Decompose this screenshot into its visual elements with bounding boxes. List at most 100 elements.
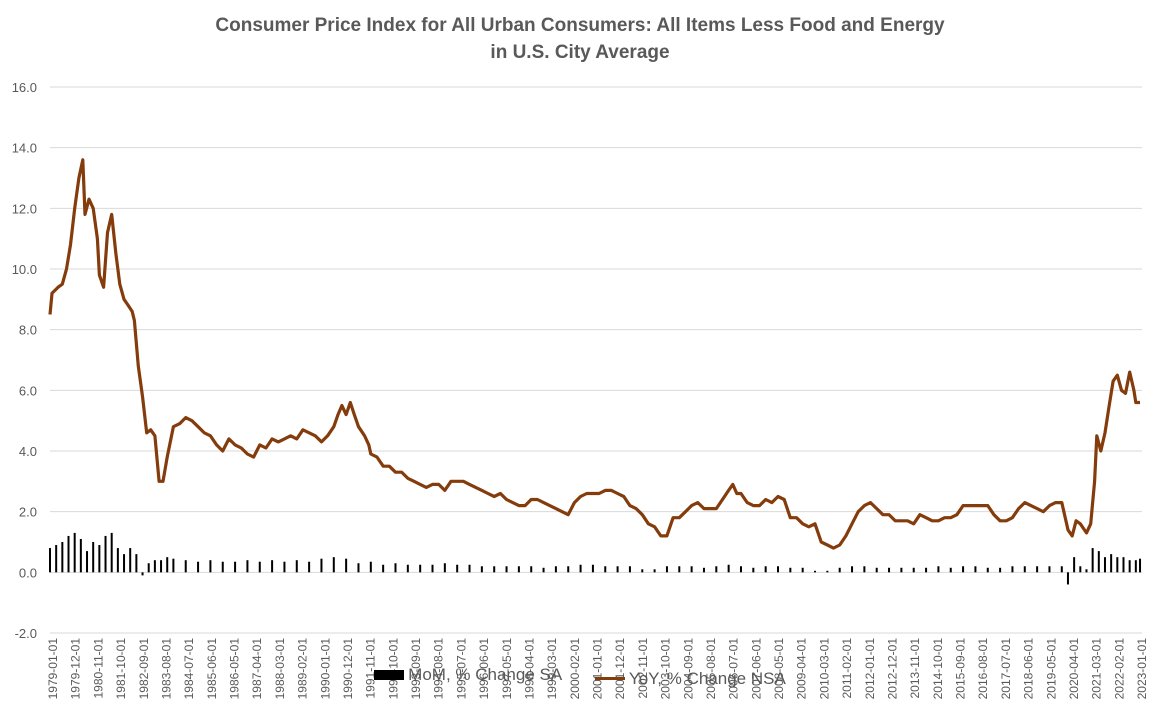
mom-bar: [166, 557, 169, 573]
mom-bar: [530, 566, 533, 573]
mom-bar: [419, 564, 422, 573]
mom-bar: [147, 563, 150, 573]
mom-bar: [308, 561, 311, 573]
mom-bar: [777, 566, 779, 573]
x-tick-label: 1997-05-01: [500, 638, 514, 700]
mom-bar: [554, 566, 557, 573]
mom-bar: [394, 563, 397, 573]
mom-bar: [160, 560, 163, 573]
mom-bar: [1085, 569, 1088, 573]
mom-bar: [271, 560, 274, 573]
mom-bar: [1139, 558, 1142, 573]
mom-bar: [702, 567, 705, 573]
mom-bar: [1066, 572, 1069, 585]
x-tick-label: 2020-04-01: [1067, 638, 1081, 700]
x-tick-label: 1989-02-01: [296, 638, 310, 700]
mom-bar: [431, 564, 434, 573]
mom-bar: [246, 560, 249, 573]
mom-bar: [382, 564, 385, 573]
mom-bar: [628, 566, 631, 573]
x-tick-label: 1979-12-01: [69, 638, 83, 700]
mom-bar: [153, 560, 156, 573]
mom-bar: [653, 569, 656, 573]
x-tick-label: 2022-02-01: [1112, 638, 1126, 700]
mom-bar: [1122, 557, 1125, 573]
legend-label-mom: MoM, % Change SA: [408, 665, 563, 684]
mom-bar: [604, 566, 607, 573]
mom-bar: [1060, 566, 1063, 573]
x-tick-label: 2011-02-01: [840, 638, 854, 699]
x-tick-label: 1982-09-01: [137, 638, 151, 700]
mom-bar: [456, 564, 459, 573]
mom-bar: [172, 558, 175, 573]
mom-bar: [838, 567, 841, 573]
mom-bar: [925, 567, 928, 573]
mom-bar: [826, 570, 829, 573]
x-tick-label: 2001-01-01: [591, 638, 605, 700]
x-tick-label: 2008-05-01: [772, 638, 786, 700]
mom-bar: [851, 566, 854, 573]
y-tick-label: 10.0: [12, 262, 37, 277]
mom-bar: [912, 567, 915, 573]
mom-bar: [1048, 566, 1051, 573]
x-tick-label: 1979-01-01: [46, 638, 60, 700]
mom-bar: [357, 563, 360, 573]
mom-bar: [875, 567, 878, 573]
x-tick-label: 2023-01-01: [1135, 638, 1149, 700]
mom-bar: [764, 566, 767, 573]
mom-bar: [665, 566, 668, 573]
mom-bar: [1011, 566, 1014, 573]
y-tick-label: 0.0: [19, 565, 37, 580]
mom-bar: [591, 564, 594, 573]
mom-bar: [98, 545, 101, 573]
x-tick-label: 2001-12-01: [613, 638, 627, 700]
x-tick-label: 2006-07-01: [727, 638, 741, 700]
x-tick-label: 2021-03-01: [1090, 638, 1104, 700]
y-tick-label: 14.0: [12, 141, 37, 156]
mom-bar: [129, 548, 132, 573]
mom-bar: [55, 545, 58, 573]
mom-bar: [110, 532, 113, 573]
x-tick-label: 2007-06-01: [749, 638, 763, 700]
mom-bar: [480, 566, 483, 573]
mom-bar: [949, 567, 952, 573]
x-tick-label: 2002-11-01: [636, 638, 650, 699]
mom-bar: [443, 563, 446, 573]
y-tick-label: 6.0: [19, 383, 37, 398]
mom-bar: [67, 535, 70, 573]
mom-bar: [92, 542, 95, 573]
x-tick-label: 2017-07-01: [999, 638, 1013, 700]
mom-bar: [727, 564, 730, 573]
mom-bar: [962, 566, 965, 573]
x-tick-label: 2014-10-01: [931, 638, 945, 700]
legend-swatch-yoy: [594, 677, 625, 680]
mom-bar: [345, 558, 348, 573]
legend-item-yoy: YoY, % Change NSA: [594, 669, 786, 689]
mom-bar: [937, 566, 940, 573]
mom-bar: [616, 566, 619, 573]
mom-bar: [258, 561, 261, 573]
y-tick-label: 16.0: [12, 80, 37, 95]
x-tick-label: 1996-06-01: [477, 638, 491, 700]
mom-bar: [567, 566, 570, 573]
mom-bar: [141, 572, 144, 576]
mom-bar: [678, 566, 681, 573]
mom-bar: [1091, 548, 1094, 573]
mom-bar: [49, 548, 51, 573]
mom-bar: [221, 561, 224, 573]
x-tick-label: 1994-08-01: [432, 638, 446, 700]
x-tick-label: 2003-10-01: [659, 638, 673, 700]
x-tick-label: 1991-11-01: [364, 638, 378, 699]
mom-bar: [1079, 566, 1082, 573]
legend-swatch-mom: [374, 670, 405, 680]
x-tick-label: 2004-09-01: [681, 638, 695, 700]
yoy-line: [48, 158, 1140, 550]
mom-bar: [406, 564, 409, 573]
mom-bar: [123, 554, 126, 573]
mom-bar: [888, 567, 891, 573]
mom-bar-series: [49, 532, 1142, 585]
mom-bar: [1110, 554, 1113, 573]
mom-bar: [283, 561, 286, 573]
y-tick-label: 8.0: [19, 323, 37, 338]
